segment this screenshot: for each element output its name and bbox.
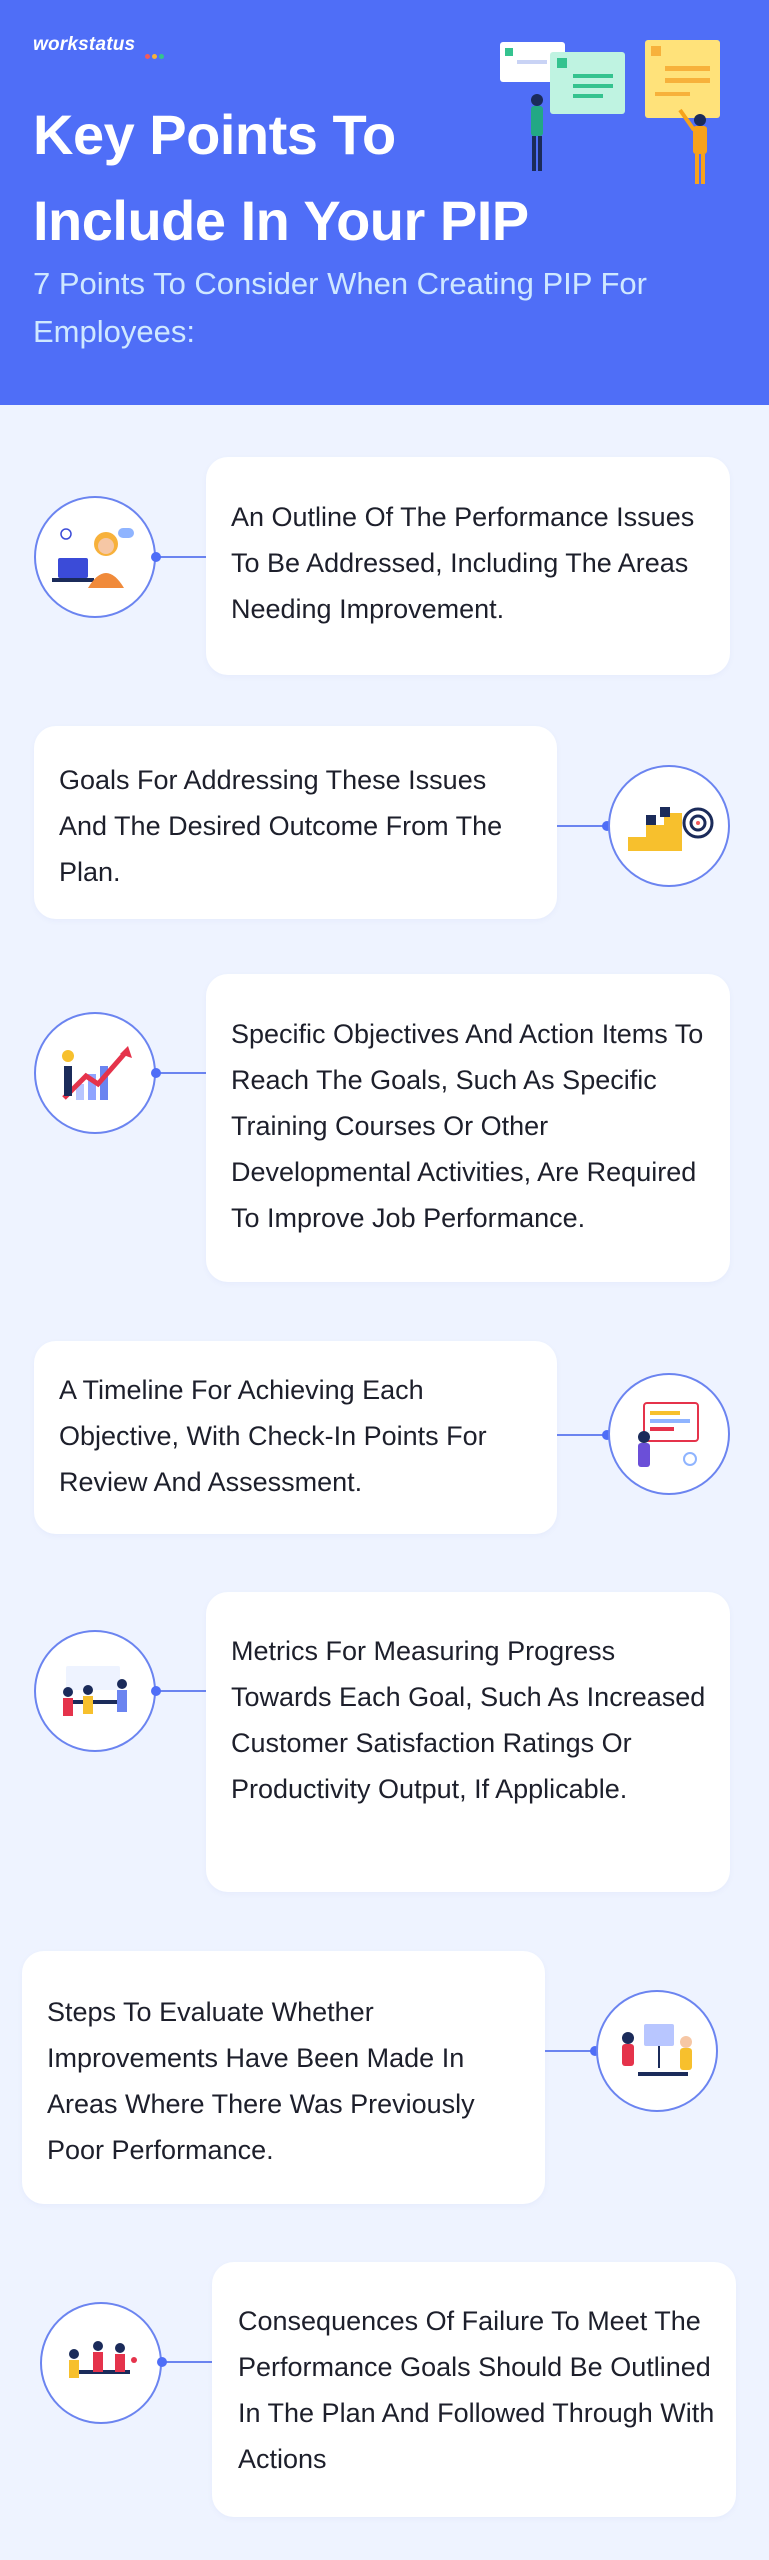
stairs-to-target-icon (628, 807, 714, 851)
team-discussion-icon (69, 2341, 137, 2378)
point-1-dot (151, 552, 161, 562)
point-1-card (206, 457, 730, 675)
point-2-text: Goals For Addressing These Issues And Th… (59, 765, 503, 887)
point-2-card (34, 726, 557, 919)
header-banner: workstatus Key Points To Include In Your… (0, 0, 769, 405)
point-7-card (212, 2262, 736, 2517)
point-6-dot (590, 2046, 600, 2056)
point-5-dot (151, 1686, 161, 1696)
point-1-illustration (34, 496, 156, 618)
point-6-illustration (596, 1990, 718, 2112)
customer-support-agent-icon (52, 528, 134, 588)
point-2-illustration (608, 765, 730, 887)
brand-logo-dots (145, 46, 166, 64)
point-6-connector (545, 2050, 597, 2052)
point-2-dot (602, 821, 612, 831)
point-3-connector (156, 1072, 206, 1074)
evaluation-presentation-icon (622, 2024, 692, 2076)
point-7-connector (162, 2361, 212, 2363)
page-title: Key Points To Include In Your PIP (33, 103, 529, 252)
page-subtitle: 7 Points To Consider When Creating PIP F… (33, 266, 647, 349)
point-7-text: Consequences Of Failure To Meet The Perf… (238, 2306, 715, 2474)
hero-illustration (500, 40, 720, 184)
point-4-connector (557, 1434, 609, 1436)
point-6-text: Steps To Evaluate Whether Improvements H… (47, 1997, 475, 2165)
point-3-card (206, 974, 730, 1282)
point-7-illustration (40, 2302, 162, 2424)
point-4-text: A Timeline For Achieving Each Objective,… (59, 1375, 487, 1497)
point-3-text: Specific Objectives And Action Items To … (231, 1019, 704, 1233)
logo-dot-yellow (152, 54, 157, 59)
point-6-card (22, 1951, 545, 2204)
team-meeting-icon (63, 1666, 127, 1716)
logo-dot-green (159, 54, 164, 59)
point-5-card (206, 1592, 730, 1892)
point-5-illustration (34, 1630, 156, 1752)
point-1-connector (156, 556, 206, 558)
growth-chart-icon (62, 1046, 132, 1100)
point-7-dot (157, 2357, 167, 2367)
point-3-illustration (34, 1012, 156, 1134)
point-4-card (34, 1341, 557, 1534)
point-5-text: Metrics For Measuring Progress Towards E… (231, 1636, 706, 1804)
point-2-connector (557, 825, 609, 827)
point-3-dot (151, 1068, 161, 1078)
point-1-text: An Outline Of The Performance Issues To … (231, 502, 695, 624)
timeline-board-icon (638, 1402, 699, 1467)
brand-logo: workstatus (33, 34, 136, 55)
point-5-connector (156, 1690, 206, 1692)
logo-dot-red (145, 54, 150, 59)
point-4-illustration (608, 1373, 730, 1495)
point-4-dot (602, 1430, 612, 1440)
